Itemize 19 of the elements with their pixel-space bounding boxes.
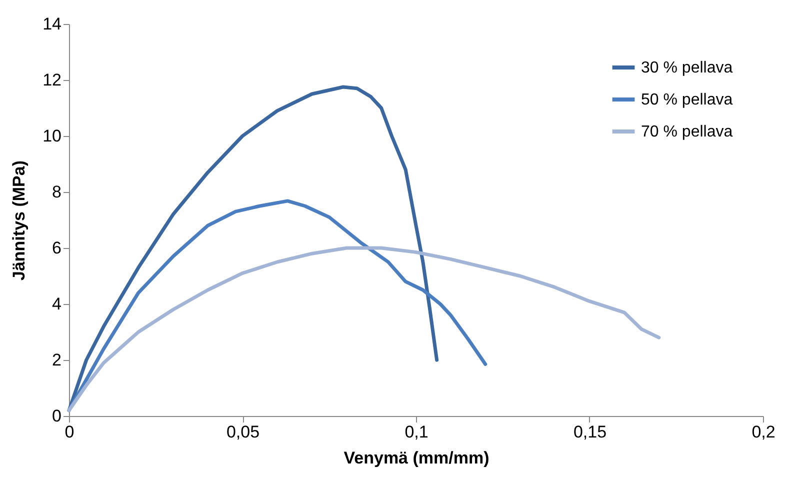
- y-tick-label: 14: [42, 14, 62, 34]
- x-tick-label: 0,05: [226, 422, 260, 442]
- x-axis-title: Venymä (mm/mm): [344, 448, 490, 468]
- y-axis-title: Jännitys (MPa): [10, 160, 29, 280]
- y-tick-label: 12: [42, 70, 62, 90]
- legend-label: 30 % pellava: [641, 60, 733, 76]
- y-tick-label: 10: [42, 126, 62, 146]
- x-tick-label: 0,15: [573, 422, 607, 442]
- x-tick-label: 0,2: [752, 422, 776, 442]
- legend-label: 70 % pellava: [641, 124, 733, 140]
- y-tick-label: 0: [52, 406, 62, 426]
- x-tick-label: 0: [64, 422, 74, 442]
- y-tick-label: 2: [52, 350, 62, 370]
- y-tick-label: 6: [52, 238, 62, 258]
- legend-label: 50 % pellava: [641, 92, 733, 108]
- x-tick-label: 0,1: [404, 422, 428, 442]
- y-tick-label: 8: [52, 182, 62, 202]
- y-tick-label: 4: [52, 294, 62, 314]
- line-series: [67, 246, 661, 412]
